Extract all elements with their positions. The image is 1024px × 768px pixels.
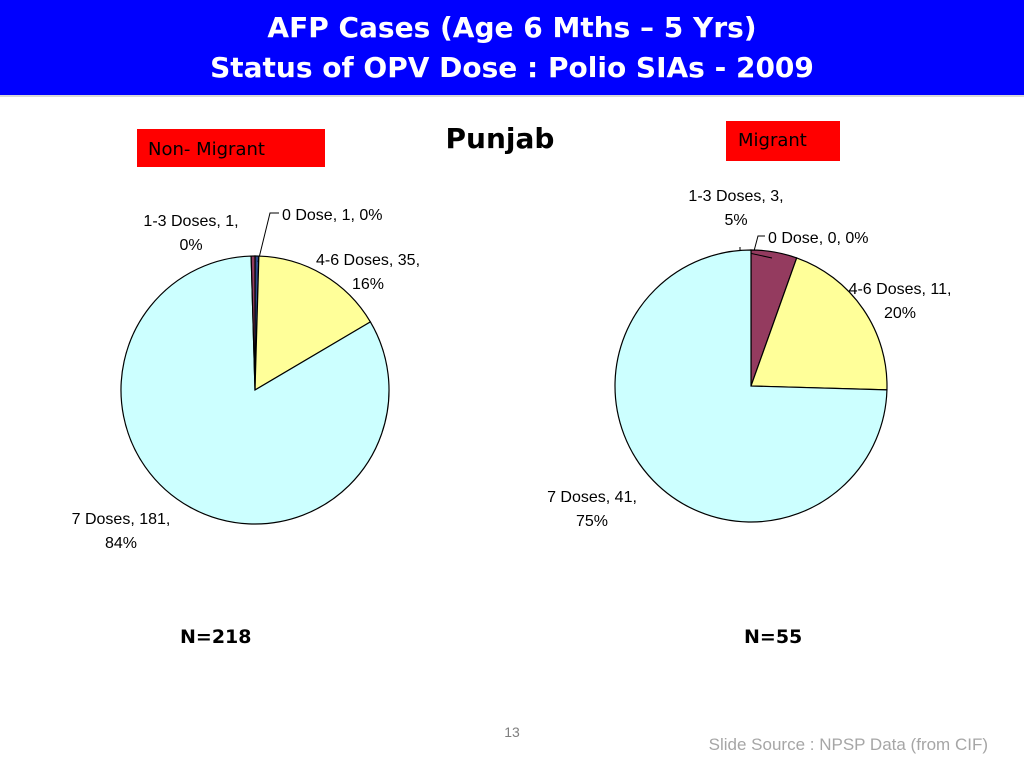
- region-subtitle: Punjab: [445, 122, 555, 155]
- migrant-data-label-1-3-doses: 1-3 Doses, 3, 5%: [688, 188, 783, 229]
- migrant-data-label-7-doses: 7 Doses, 41, 75%: [547, 489, 637, 530]
- non-migrant-data-label-4-6-doses: 4-6 Doses, 35, 16%: [316, 252, 420, 293]
- migrant-slice-7-doses: [614, 249, 888, 523]
- non-migrant-n-label: N=218: [180, 626, 252, 648]
- non-migrant-leader-0-dose: [257, 212, 279, 263]
- non-migrant-slice-1-3-doses: [250, 255, 256, 391]
- slide-title-line2: Status of OPV Dose : Polio SIAs - 2009: [210, 51, 814, 84]
- non-migrant-data-label-0-dose: 0 Dose, 1, 0%: [282, 207, 383, 224]
- migrant-n-label: N=55: [744, 626, 803, 648]
- non-migrant-slice-4-6-doses: [254, 255, 372, 392]
- non-migrant-data-label-7-doses: 7 Doses, 181, 84%: [72, 511, 171, 552]
- title-bar: AFP Cases (Age 6 Mths – 5 Yrs) Status of…: [0, 0, 1024, 97]
- migrant-label: Migrant: [726, 121, 840, 161]
- non-migrant-label: Non- Migrant: [137, 129, 325, 167]
- migrant-slice-4-6-doses: [750, 257, 888, 391]
- migrant-leader-0-dose: [753, 235, 765, 252]
- non-migrant-data-label-1-3-doses: 1-3 Doses, 1, 0%: [143, 213, 238, 254]
- migrant-data-label-4-6-doses: 4-6 Doses, 11, 20%: [849, 281, 952, 322]
- slide-title-line1: AFP Cases (Age 6 Mths – 5 Yrs): [267, 11, 757, 44]
- slide-source: Slide Source : NPSP Data (from CIF): [708, 735, 988, 754]
- migrant-data-label-0-dose: 0 Dose, 0, 0%: [768, 230, 869, 247]
- page-number: 13: [504, 724, 520, 740]
